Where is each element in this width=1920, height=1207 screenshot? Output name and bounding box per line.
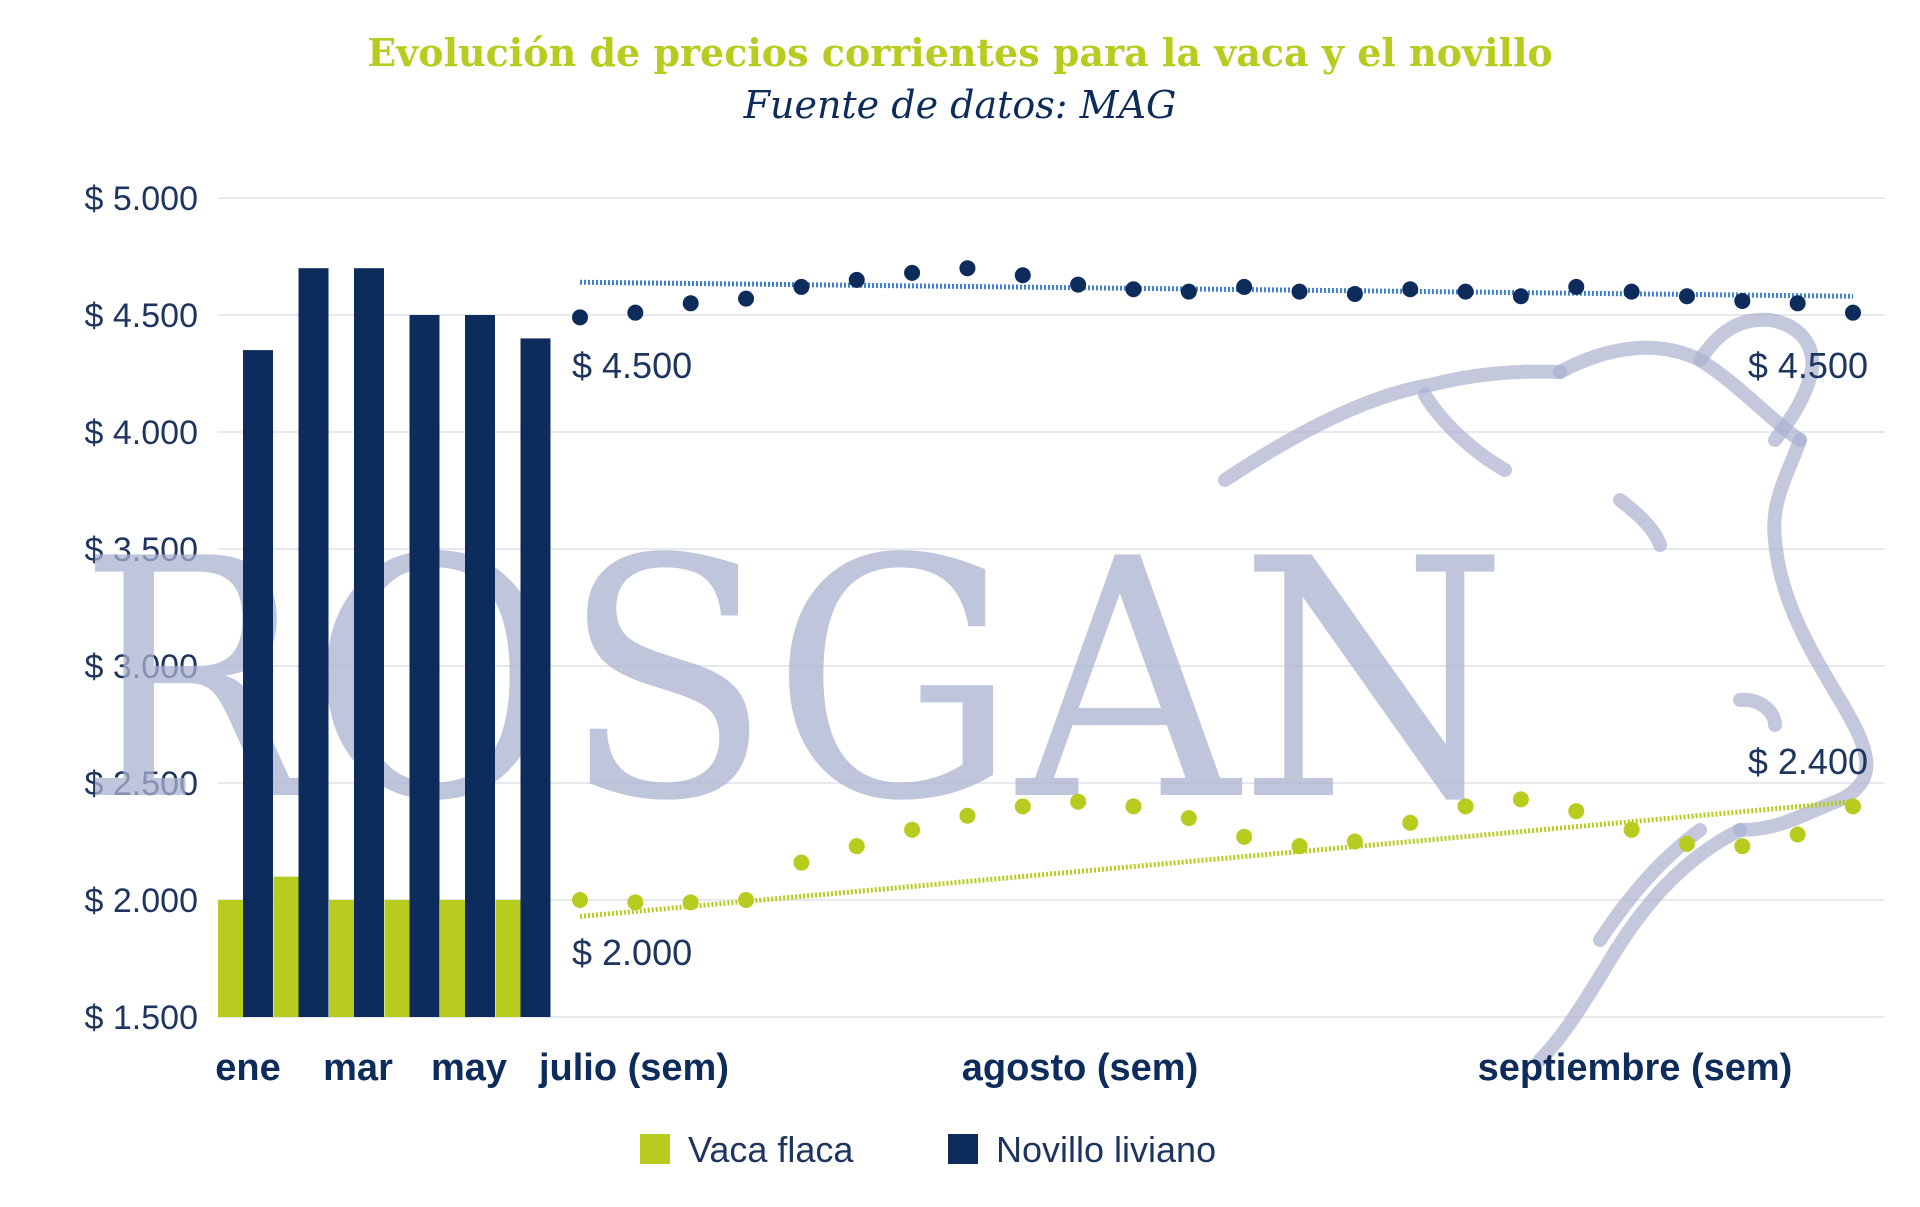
weekly-point [1845,304,1861,321]
weekly-point [1402,814,1419,831]
weekly-point [1678,288,1695,305]
x-tick-label: septiembre (sem) [1478,1047,1793,1089]
legend-swatch-vaca [640,1134,670,1164]
weekly-point [1125,798,1142,815]
weekly-point [793,278,810,295]
y-axis: $ 5.000 $ 4.500 $ 4.000 $ 3.500 $ 3.000 $ 2.5… [85,180,198,1037]
annotation-novillo-end: $ 4.500 [1748,345,1868,386]
legend-swatch-novillo [948,1134,978,1164]
bar-novillo-liviano [465,315,495,1017]
weekly-point [1291,838,1308,855]
weekly-point [848,838,865,855]
x-tick-label: mar [323,1047,393,1089]
weekly-point [1402,281,1419,298]
weekly-point [1070,276,1087,293]
chart-title: Evolución de precios corrientes para la … [367,30,1553,75]
annotation-vaca-start: $ 2.000 [572,932,692,973]
weekly-point [1623,283,1640,300]
annotation-novillo-start: $ 4.500 [572,345,692,386]
chart-subtitle: Fuente de datos: MAG [743,83,1177,127]
weekly-point [1678,835,1695,852]
weekly-point [793,854,810,871]
bar-novillo-liviano [409,315,440,1017]
weekly-point [1512,791,1529,808]
weekly-point [904,821,921,838]
weekly-point [1568,278,1585,295]
bar-novillo-liviano [243,350,273,1018]
trend-lines [579,279,1854,919]
weekly-point [738,290,755,307]
weekly-point [904,264,921,281]
weekly-point [1789,826,1806,843]
weekly-point [627,304,644,321]
y-tick-label: $ 4.500 [85,297,198,335]
y-tick-label: $ 3.000 [85,648,198,686]
weekly-point [572,892,588,908]
weekly-point [1125,281,1142,298]
weekly-point [572,309,588,326]
weekly-point [1457,283,1474,300]
weekly-point [1180,283,1197,300]
weekly-points [572,260,1861,911]
weekly-point [1845,798,1861,815]
bar-novillo-liviano [298,268,329,1017]
bar-vaca-flaca [384,900,413,1017]
weekly-point [1014,798,1031,815]
bar-vaca-flaca [273,876,302,1017]
weekly-point [1346,285,1363,302]
bar-vaca-flaca [329,900,357,1017]
weekly-point [1568,803,1585,820]
y-tick-label: $ 2.500 [85,765,198,803]
weekly-point [1789,295,1806,312]
weekly-point [1734,838,1751,855]
legend-label-vaca: Vaca flaca [688,1129,854,1170]
weekly-point [1014,267,1031,284]
weekly-point [959,807,976,824]
bar-novillo-liviano [520,338,551,1017]
cow-head-icon [1218,312,1874,1067]
weekly-point [738,892,755,908]
y-tick-label: $ 2.000 [85,882,198,920]
weekly-point [682,295,699,312]
weekly-point [959,260,976,277]
weekly-point [682,894,699,911]
y-tick-label: $ 3.500 [85,531,198,569]
weekly-point [1291,283,1308,300]
weekly-point [1623,821,1640,838]
bar-vaca-flaca [218,900,246,1017]
weekly-point [1346,833,1363,850]
x-tick-label: may [431,1047,507,1089]
y-tick-label: $ 4.000 [85,414,198,452]
bar-novillo-liviano [354,268,384,1017]
trend-line [579,799,1854,919]
weekly-point [1236,828,1253,845]
trend-line [579,279,1854,299]
value-annotations: $ 4.500 $ 4.500 $ 2.000 $ 2.400 [572,345,1868,973]
legend-label-novillo: Novillo liviano [996,1129,1216,1170]
weekly-point [1070,793,1087,810]
bar-vaca-flaca [495,900,524,1017]
monthly-bars [218,268,551,1018]
x-tick-label: julio (sem) [538,1047,729,1089]
weekly-point [1457,798,1474,815]
annotation-vaca-end: $ 2.400 [1748,741,1868,782]
bar-vaca-flaca [440,900,468,1017]
weekly-point [848,271,865,288]
legend: Vaca flaca Novillo liviano [640,1129,1216,1170]
x-tick-label: ene [215,1047,280,1089]
y-tick-label: $ 5.000 [85,180,198,218]
weekly-point [1180,810,1197,827]
weekly-point [1512,288,1529,305]
x-axis: ene mar may julio (sem) agosto (sem) sep… [215,1047,1792,1089]
x-tick-label: agosto (sem) [962,1047,1198,1089]
watermark-text: ROSGAN [78,489,1508,873]
weekly-point [1236,278,1253,295]
y-tick-label: $ 1.500 [85,999,198,1037]
weekly-point [1734,292,1751,309]
weekly-point [627,894,644,911]
